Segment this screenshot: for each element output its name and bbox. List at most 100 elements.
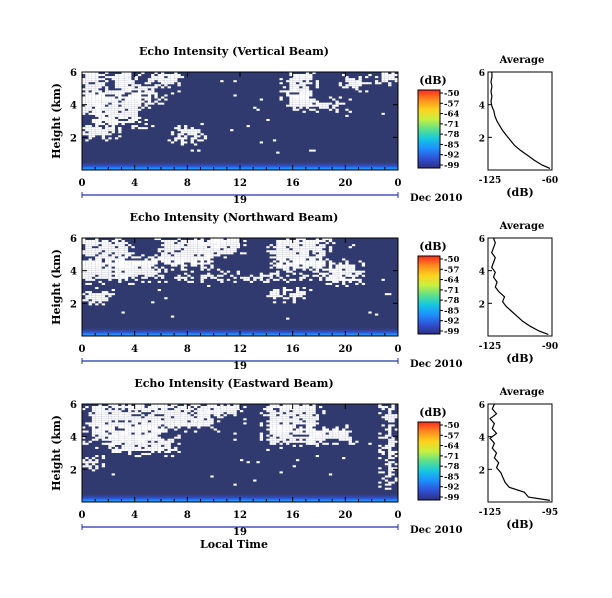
colorbar-tick-label: -99 — [444, 493, 459, 503]
x-tick-label: 0 — [395, 178, 402, 189]
x-tick-label: 8 — [184, 344, 191, 355]
colorbar-unit: (dB) — [419, 240, 446, 253]
average-frame — [487, 71, 553, 171]
no-data-regions — [82, 404, 398, 490]
x-tick-label: 20 — [338, 178, 352, 189]
colorbar-tick-label: -85 — [444, 140, 459, 150]
x-tick-label: 0 — [395, 510, 402, 521]
colorbar-tick-label: -57 — [444, 431, 459, 441]
panel-1: Echo Intensity (Vertical Beam) 0 4 8 12 16 20 0… — [50, 45, 558, 206]
y-tick-label: 6 — [70, 400, 77, 411]
y-tick-label: 2 — [70, 299, 77, 310]
average-title: Average — [499, 221, 545, 232]
x-tick-label: 20 — [338, 344, 352, 355]
x-axis-label: Local Time — [200, 538, 268, 551]
colorbar — [417, 421, 441, 501]
average-x-tick-label: -90 — [542, 342, 558, 352]
colorbar-tick-label: -71 — [444, 120, 459, 130]
colorbar-tick-label: -50 — [444, 255, 459, 265]
average-y-tick-label: 2 — [479, 300, 485, 310]
average-x-label: (dB) — [506, 518, 533, 531]
colorbar-tick-label: -92 — [444, 483, 459, 493]
average-y-tick-label: 6 — [479, 235, 485, 245]
colorbar-tick-label: -78 — [444, 296, 459, 306]
colorbar-tick-label: -78 — [444, 130, 459, 140]
colorbar-tick-label: -85 — [444, 472, 459, 482]
colorbar-tick-label: -92 — [444, 317, 459, 327]
colorbar-tick-label: -99 — [444, 327, 459, 337]
average-y-tick-label: 6 — [479, 401, 485, 411]
y-axis-label: Height (km) — [50, 83, 63, 159]
average-x-label: (dB) — [506, 186, 533, 199]
colorbar-tick-label: -64 — [444, 442, 459, 452]
average-y-tick-label: 4 — [479, 434, 485, 444]
average-profile-line — [491, 237, 549, 335]
x-tick-label: 4 — [131, 344, 138, 355]
y-tick-label: 4 — [70, 101, 77, 112]
date-label: Dec 2010 — [410, 359, 462, 370]
colorbar-tick-label: -71 — [444, 286, 459, 296]
average-frame — [487, 403, 553, 503]
panel-2: Echo Intensity (Northward Beam)0 4 8 12 16 20… — [50, 211, 558, 372]
colorbar-tick-label: -57 — [444, 265, 459, 275]
date-label: Dec 2010 — [410, 193, 462, 204]
average-profile-line — [489, 403, 550, 501]
no-data-regions — [82, 238, 392, 320]
panel-title: Echo Intensity (Vertical Beam) — [139, 45, 329, 58]
y-tick-label: 4 — [70, 433, 77, 444]
x-tick-label: 16 — [286, 510, 300, 521]
colorbar-tick-label: -50 — [444, 89, 459, 99]
average-title: Average — [499, 55, 545, 66]
colorbar-tick-label: -64 — [444, 276, 459, 286]
average-y-tick-label: 2 — [479, 134, 485, 144]
x-tick-label: 4 — [131, 178, 138, 189]
x-tick-label: 8 — [184, 178, 191, 189]
colorbar — [417, 255, 441, 335]
colorbar — [417, 89, 441, 169]
date-label: Dec 2010 — [410, 525, 462, 536]
average-x-tick-label: -125 — [479, 508, 502, 518]
x-tick-label: 12 — [233, 178, 247, 189]
colorbar-tick-label: -57 — [444, 99, 459, 109]
colorbar-tick-label: -92 — [444, 151, 459, 161]
colorbar-tick-label: -85 — [444, 306, 459, 316]
day-label: 19 — [233, 195, 247, 206]
y-tick-label: 4 — [70, 267, 77, 278]
average-x-tick-label: -60 — [542, 176, 558, 186]
y-tick-label: 2 — [70, 465, 77, 476]
panel-title: Echo Intensity (Northward Beam) — [130, 211, 339, 224]
average-y-tick-label: 6 — [479, 69, 485, 79]
colorbar-tick-label: -64 — [444, 110, 459, 120]
average-x-tick-label: -125 — [479, 176, 502, 186]
panel-title: Echo Intensity (Eastward Beam) — [134, 377, 333, 390]
y-tick-label: 2 — [70, 133, 77, 144]
y-axis-label: Height (km) — [50, 415, 63, 491]
average-y-tick-label: 2 — [479, 466, 485, 476]
average-x-tick-label: -95 — [542, 508, 558, 518]
average-y-tick-label: 4 — [479, 102, 485, 112]
y-axis-label: Height (km) — [50, 249, 63, 325]
y-tick-label: 6 — [70, 68, 77, 79]
x-tick-label: 20 — [338, 510, 352, 521]
colorbar-unit: (dB) — [419, 406, 446, 419]
x-tick-label: 12 — [233, 510, 247, 521]
average-x-label: (dB) — [506, 352, 533, 365]
no-data-regions — [82, 72, 398, 154]
colorbar-tick-label: -71 — [444, 452, 459, 462]
panel-3: Echo Intensity (Eastward Beam) 0 4 8 12 16 20 0… — [50, 377, 558, 538]
colorbar-tick-label: -99 — [444, 161, 459, 171]
x-tick-label: 12 — [233, 344, 247, 355]
average-x-tick-label: -125 — [479, 342, 502, 352]
x-tick-label: 16 — [286, 178, 300, 189]
day-label: 19 — [233, 361, 247, 372]
colorbar-unit: (dB) — [419, 74, 446, 87]
x-tick-label: 0 — [79, 178, 86, 189]
x-tick-label: 8 — [184, 510, 191, 521]
average-profile-line — [490, 72, 551, 169]
x-tick-label: 4 — [131, 510, 138, 521]
average-y-tick-label: 4 — [479, 268, 485, 278]
x-tick-label: 0 — [79, 344, 86, 355]
x-tick-label: 0 — [79, 510, 86, 521]
y-tick-label: 6 — [70, 234, 77, 245]
